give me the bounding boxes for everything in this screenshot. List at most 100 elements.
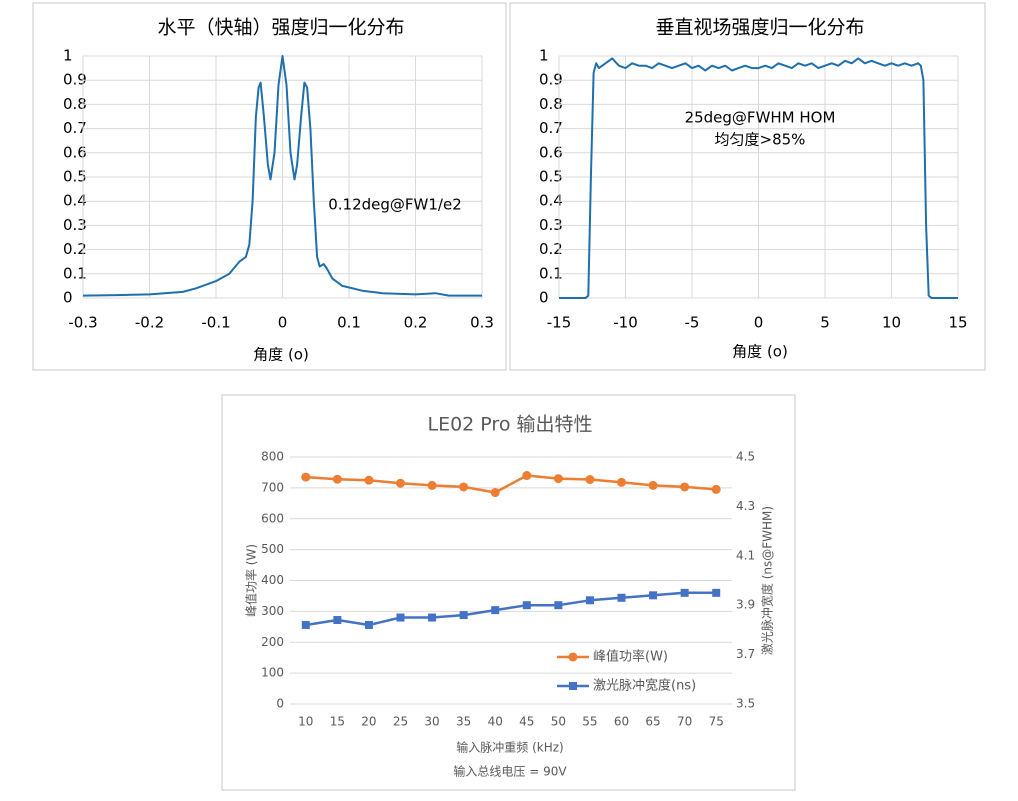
- y2-axis-label: 激光脉冲宽度 (ns@FWHM): [760, 506, 775, 655]
- x-tick-label: 45: [519, 715, 534, 729]
- line: [305, 591, 717, 627]
- y-tick-label: 700: [261, 480, 284, 494]
- x-tick-label: 0.1: [337, 314, 361, 332]
- annotation: 25deg@FWHM HOM: [685, 109, 836, 127]
- line: [559, 57, 958, 299]
- y-tick-label: 600: [261, 511, 284, 525]
- y-tick-label: 300: [261, 604, 284, 618]
- x-tick-label: 75: [709, 715, 724, 729]
- annotation: 均匀度>85%: [715, 131, 806, 149]
- marker: [711, 484, 721, 494]
- marker: [585, 475, 595, 485]
- x-tick-label: 15: [948, 314, 967, 332]
- y2-tick-label: 3.9: [736, 598, 755, 612]
- y-tick-label: 0.4: [63, 192, 87, 210]
- y-tick-label: 0.8: [63, 95, 87, 113]
- x-tick-label: 15: [330, 715, 345, 729]
- x-tick-label: 10: [298, 715, 313, 729]
- marker: [396, 478, 405, 488]
- note: 输入总线电压 = 90V: [453, 764, 567, 779]
- x-tick-label: -5: [685, 314, 700, 332]
- x-tick-label: 35: [456, 715, 471, 729]
- marker: [396, 613, 405, 622]
- x-tick-label: 10: [882, 314, 901, 332]
- y-tick-label: 0.3: [539, 216, 563, 234]
- x-axis-label: 角度 (o): [732, 343, 788, 361]
- panel: [32, 2, 507, 371]
- x-tick-label: 55: [582, 715, 597, 729]
- marker: [364, 620, 373, 629]
- x-tick-label: -0.2: [135, 314, 164, 332]
- marker: [617, 477, 626, 487]
- y2-tick-label: 4.1: [736, 548, 755, 562]
- y-tick-label: 800: [261, 450, 284, 464]
- y-tick-label: 100: [261, 666, 284, 680]
- y-tick-label: 0: [63, 289, 73, 307]
- y-tick-label: 500: [261, 542, 284, 556]
- annotation: 0.12deg@FW1/e2: [328, 196, 462, 214]
- y-tick-label: 0.5: [63, 168, 87, 186]
- y-tick-label: 0.9: [63, 71, 87, 89]
- legend-label: 峰值功率(W): [593, 649, 668, 665]
- x-axis-label: 输入脉冲重频 (kHz): [456, 740, 563, 755]
- marker: [301, 620, 310, 629]
- marker: [427, 480, 437, 490]
- y2-tick-label: 4.5: [736, 450, 755, 464]
- marker: [585, 596, 594, 605]
- y-tick-label: 1: [539, 47, 549, 65]
- x-tick-label: -0.3: [68, 314, 97, 332]
- marker: [459, 482, 469, 492]
- x-tick-label: -0.1: [201, 314, 230, 332]
- y-tick-label: 0.7: [63, 119, 87, 137]
- x-tick-label: 50: [551, 715, 566, 729]
- x-tick-label: 0.3: [470, 314, 494, 332]
- y-tick-label: 0.4: [539, 192, 563, 210]
- panel: [509, 2, 986, 371]
- marker: [680, 588, 689, 597]
- y-tick-label: 200: [261, 635, 284, 649]
- marker: [648, 480, 658, 490]
- y-axis-label: 峰值功率 (W): [244, 544, 259, 617]
- marker: [364, 475, 374, 485]
- y-tick-label: 0.8: [539, 95, 563, 113]
- y-tick-label: 0.6: [539, 143, 563, 161]
- marker: [522, 601, 531, 610]
- marker: [428, 613, 437, 622]
- y-tick-label: 0.2: [63, 240, 87, 258]
- y2-tick-label: 4.3: [736, 499, 755, 513]
- x-tick-label: 0.2: [404, 314, 428, 332]
- marker: [617, 593, 626, 602]
- y-tick-label: 0: [539, 289, 549, 307]
- legend-marker: [568, 652, 578, 662]
- x-tick-label: 65: [645, 715, 660, 729]
- x-tick-label: 0: [754, 314, 764, 332]
- y-tick-label: 0: [276, 697, 284, 711]
- x-tick-label: 5: [820, 314, 830, 332]
- marker: [522, 471, 532, 481]
- x-tick-label: -15: [547, 314, 572, 332]
- marker: [491, 606, 500, 615]
- y-tick-label: 0.6: [63, 143, 87, 161]
- y2-tick-label: 3.7: [736, 647, 755, 661]
- x-tick-label: 60: [614, 715, 629, 729]
- y-tick-label: 400: [261, 573, 284, 587]
- chart-title: LE02 Pro 输出特性: [428, 414, 593, 436]
- y-tick-label: 0.1: [63, 264, 87, 282]
- y2-tick-label: 3.5: [736, 697, 755, 711]
- marker: [554, 601, 563, 610]
- chart-title: 垂直视场强度归一化分布: [655, 17, 864, 39]
- chart-title: 水平（快轴）强度归一化分布: [157, 17, 404, 39]
- y-tick-label: 0.1: [539, 264, 563, 282]
- x-tick-label: 0: [278, 314, 288, 332]
- legend-marker: [569, 682, 577, 690]
- x-axis-label: 角度 (o): [253, 346, 309, 364]
- marker: [459, 611, 468, 620]
- marker: [301, 472, 311, 482]
- y-tick-label: 0.2: [539, 240, 563, 258]
- y-tick-label: 0.9: [539, 71, 563, 89]
- marker: [553, 474, 563, 484]
- legend-label: 激光脉冲宽度(ns): [593, 678, 696, 694]
- marker: [490, 488, 500, 498]
- y-tick-label: 0.3: [63, 216, 87, 234]
